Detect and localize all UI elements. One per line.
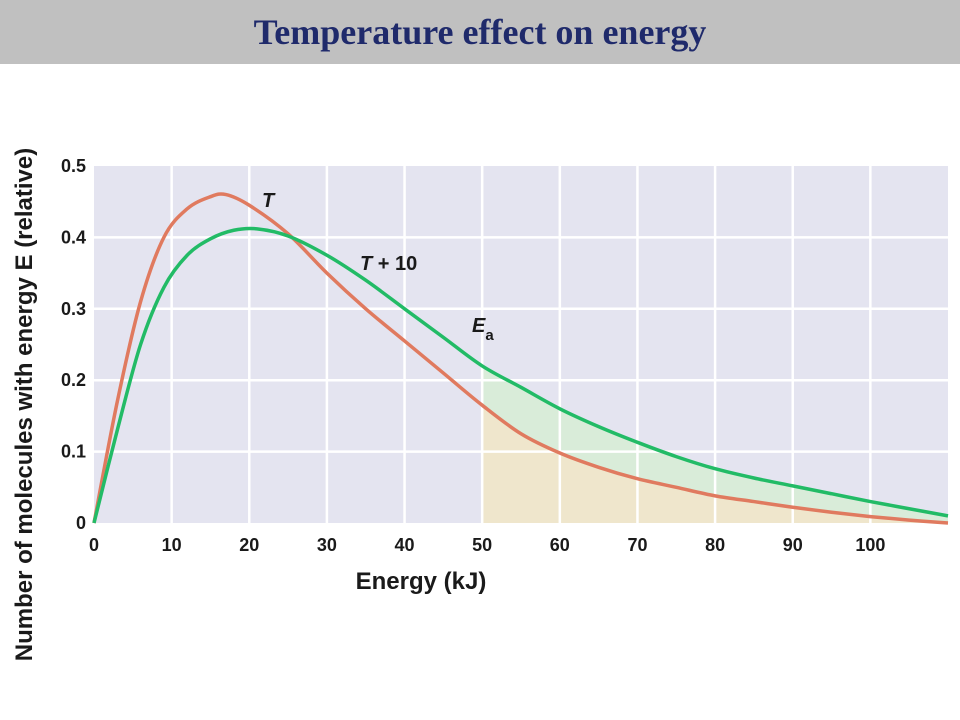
- x-tick-label: 30: [317, 535, 337, 555]
- area-under-curve-T: [482, 405, 948, 523]
- series-lines: [92, 192, 949, 525]
- curve-label-t: T: [262, 190, 276, 212]
- x-tick-labels: 0 10 20 30 40 50 60 70 80 90 100: [89, 535, 885, 555]
- x-tick-label: 10: [162, 535, 182, 555]
- x-tick-label: 0: [89, 535, 99, 555]
- series-line-t-plus-10: [92, 226, 949, 524]
- activation-energy-label: Ea: [472, 315, 494, 344]
- y-tick-label: 0.3: [61, 299, 86, 319]
- curve-labels: T T + 10 Ea: [262, 190, 494, 344]
- x-tick-label: 90: [783, 535, 803, 555]
- x-tick-label: 70: [627, 535, 647, 555]
- x-tick-label: 50: [472, 535, 492, 555]
- page-title: Temperature effect on energy: [253, 12, 707, 52]
- y-tick-label: 0: [76, 513, 86, 533]
- y-tick-label: 0.2: [61, 370, 86, 390]
- x-tick-label: 20: [239, 535, 259, 555]
- chart: 0 10 20 30 40 50 60 70 80 90 100 00.10.20.30.40.5 …: [11, 148, 949, 661]
- x-tick-label: 80: [705, 535, 725, 555]
- grid: [94, 166, 948, 523]
- series-line-t: [92, 192, 949, 525]
- y-axis-label: Number of molecules with energy E (relat…: [11, 148, 38, 661]
- y-tick-label: 0.1: [61, 442, 86, 462]
- y-tick-label: 0.4: [61, 227, 86, 247]
- x-tick-label: 60: [550, 535, 570, 555]
- title-bar: Temperature effect on energy: [0, 0, 960, 64]
- y-tick-labels: 0 0.1 0.2 0.3 0.4 0.5: [61, 156, 86, 533]
- x-axis-label: Energy (kJ): [356, 568, 487, 595]
- x-tick-label: 40: [395, 535, 415, 555]
- curve-label-t-plus-10: T + 10: [360, 253, 417, 275]
- x-tick-label: 100: [855, 535, 885, 555]
- y-tick-label: 0.5: [61, 156, 86, 176]
